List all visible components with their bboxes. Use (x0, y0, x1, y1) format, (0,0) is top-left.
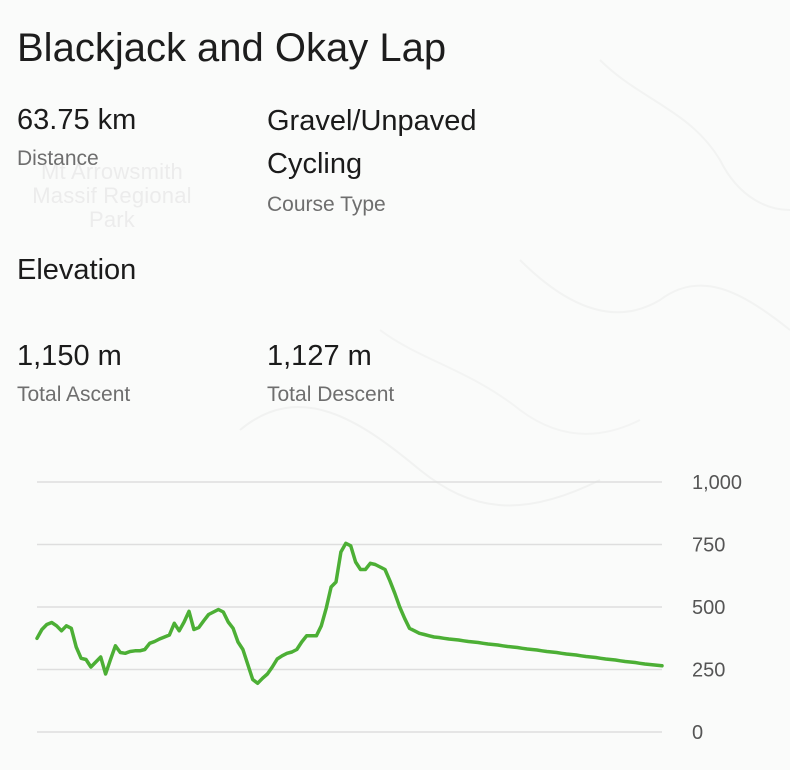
distance-stat: 63.75 km Distance (17, 100, 136, 174)
total-descent-stat: 1,127 m Total Descent (267, 336, 394, 410)
y-tick-label: 1,000 (692, 472, 742, 494)
elevation-chart[interactable]: 1,000 750 500 250 0 (0, 450, 790, 760)
route-title: Blackjack and Okay Lap (17, 26, 447, 70)
total-ascent-value: 1,150 m (17, 340, 122, 372)
total-descent-label: Total Descent (267, 383, 395, 406)
y-tick-label: 500 (692, 597, 725, 619)
distance-label: Distance (17, 147, 99, 170)
y-tick-label: 0 (692, 722, 703, 744)
course-type-value: Gravel/Unpaved Cycling (267, 105, 477, 180)
y-tick-label: 250 (692, 660, 725, 682)
elevation-line[interactable] (35, 541, 664, 686)
elevation-heading: Elevation (17, 254, 137, 286)
total-ascent-stat: 1,150 m Total Ascent (17, 336, 130, 410)
map-park-label: Mt Arrowsmith Massif Regional Park (32, 159, 192, 232)
total-ascent-label: Total Ascent (17, 383, 131, 406)
course-type-stat: Gravel/Unpaved Cycling Course Type (267, 100, 567, 220)
y-tick-label: 750 (692, 535, 725, 557)
total-descent-value: 1,127 m (267, 340, 372, 372)
distance-value: 63.75 km (17, 104, 137, 136)
course-type-label: Course Type (267, 193, 386, 216)
